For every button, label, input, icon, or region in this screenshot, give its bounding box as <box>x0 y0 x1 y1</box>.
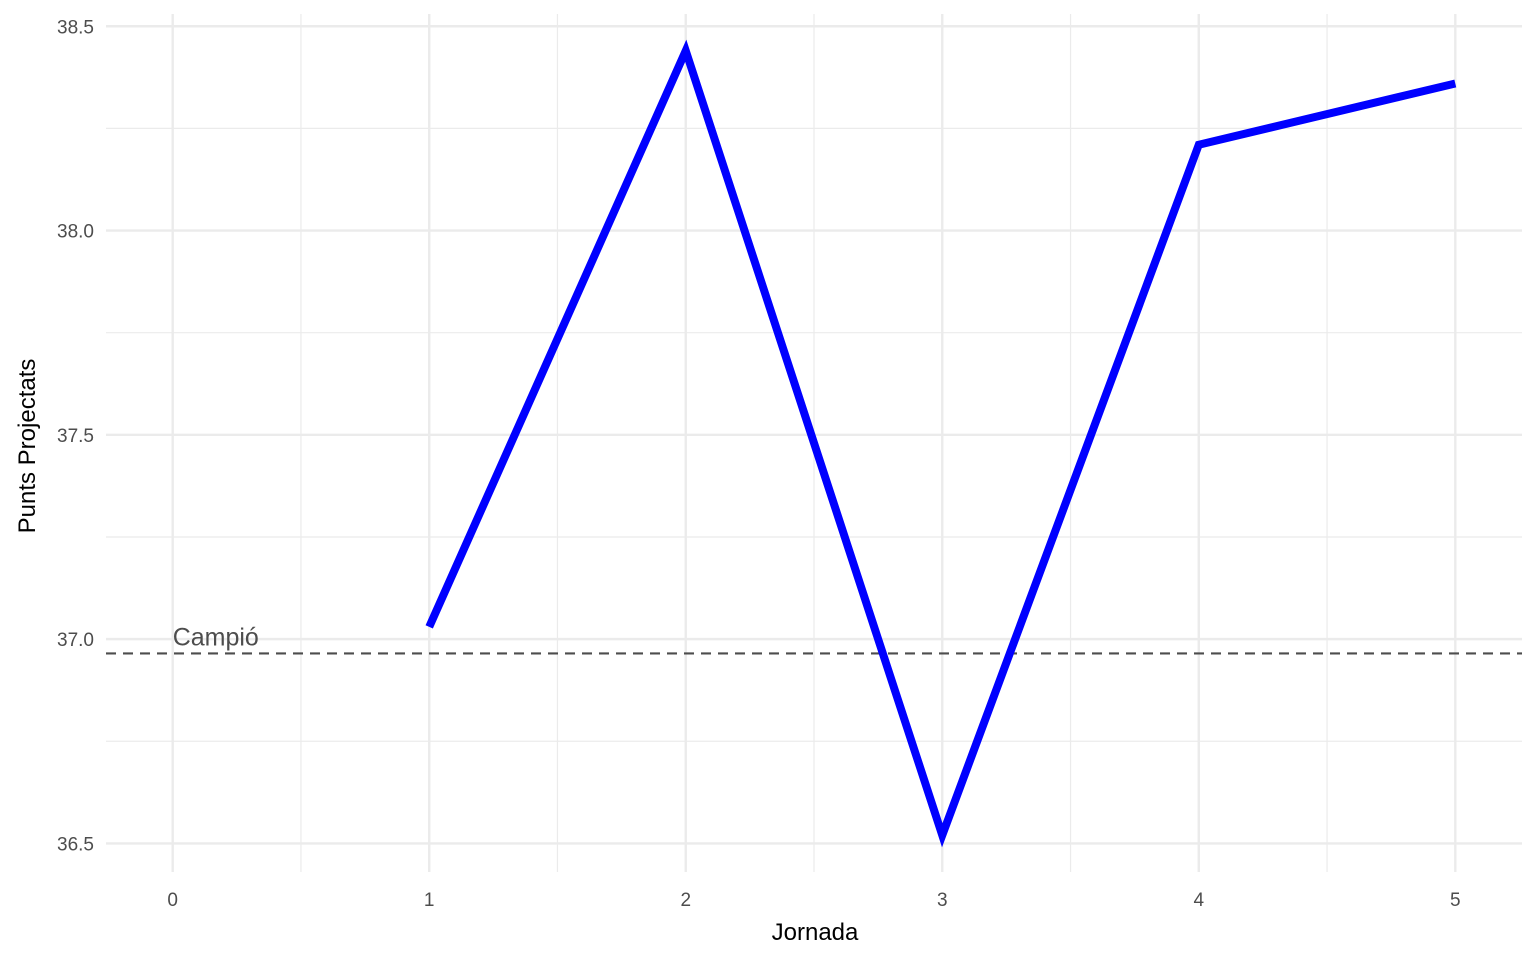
x-tick-label: 5 <box>1450 890 1461 911</box>
y-tick-label: 37.5 <box>57 426 94 447</box>
reference-line-group: Campió <box>106 623 1522 655</box>
reference-line-label: Campió <box>173 623 259 651</box>
y-tick-label: 38.0 <box>57 222 94 243</box>
minor-grid <box>106 14 1522 872</box>
x-tick-label: 4 <box>1193 890 1204 911</box>
y-tick-label: 37.0 <box>57 630 94 651</box>
y-axis-title: Punts Projectats <box>14 359 41 534</box>
series-group <box>425 39 1457 848</box>
y-tick-label: 38.5 <box>57 17 94 38</box>
x-tick-label: 3 <box>937 890 948 911</box>
x-tick-label: 0 <box>167 890 178 911</box>
series-line <box>425 39 1457 848</box>
y-axis-tick-labels: 36.5 37.0 37.5 38.0 38.5 <box>57 17 94 855</box>
x-axis-tick-labels: 0 1 2 3 4 5 <box>167 890 1460 911</box>
x-axis-title: Jornada <box>772 919 859 946</box>
x-tick-label: 2 <box>680 890 691 911</box>
y-tick-label: 36.5 <box>57 834 94 855</box>
x-tick-label: 1 <box>424 890 435 911</box>
